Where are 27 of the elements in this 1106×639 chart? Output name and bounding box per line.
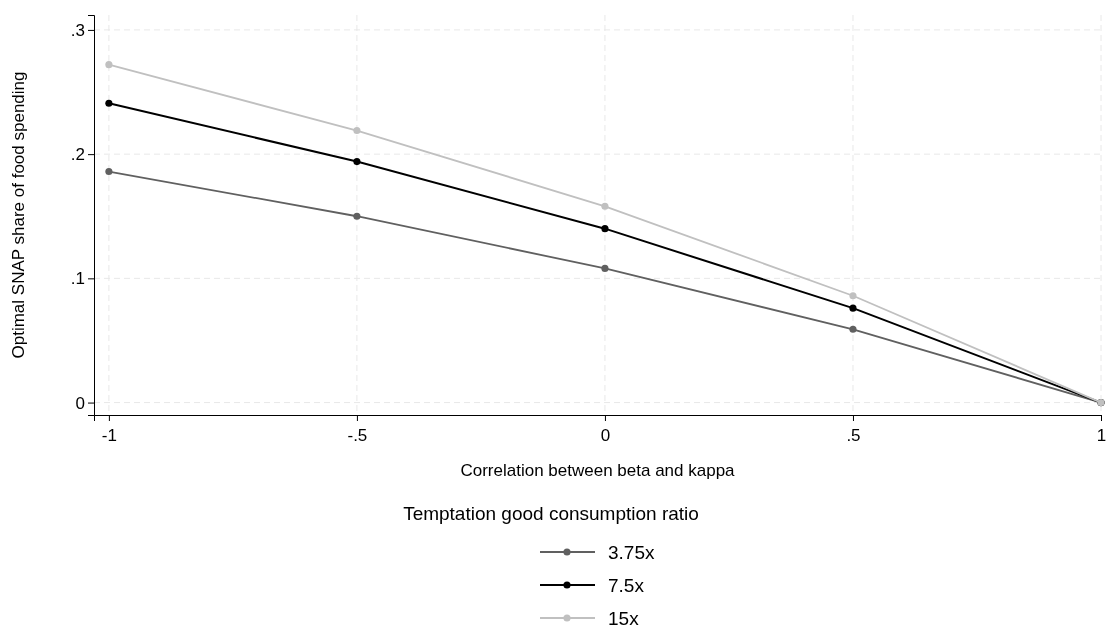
point [353,212,361,220]
point [353,126,361,135]
x-tick-label: 1 [1096,426,1106,445]
x-tick-label: -1 [101,426,117,445]
point [849,292,857,300]
point [105,61,113,69]
x-tick-label: 0 [600,426,611,445]
x-tick-label: -.5 [347,426,368,445]
point [849,325,857,333]
legend-label: 7.5x [608,575,645,596]
point [601,202,609,210]
point [105,99,113,107]
legend-label: 15x [608,608,640,629]
point [849,304,857,312]
x-tick-label: .5 [846,426,861,445]
legend-label: 3.75x [608,542,655,563]
y-axis-title: Optimal SNAP share of food spending [9,71,28,359]
point [601,264,609,272]
x-axis-title: Correlation between beta and kappa [460,461,736,480]
y-tick-label: .1 [70,269,85,289]
point [105,167,113,176]
y-tick-label: .3 [70,20,85,40]
legend-title: Temptation good consumption ratio [403,503,699,524]
y-tick-label: 0 [75,393,85,413]
y-tick-label: .2 [70,145,85,165]
point [601,225,609,233]
point [353,158,361,166]
